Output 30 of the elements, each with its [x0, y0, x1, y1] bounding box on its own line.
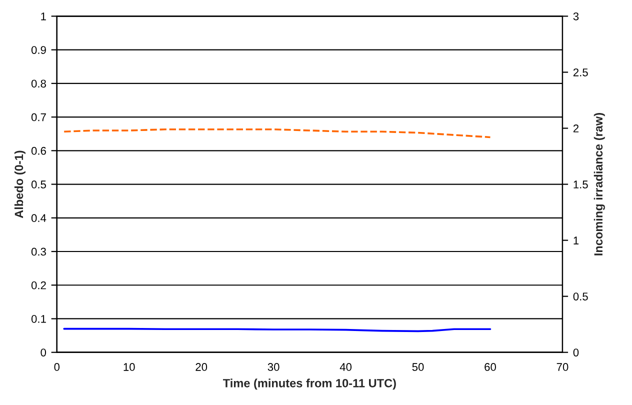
y2-tick-label: 0.5: [573, 292, 588, 300]
x-tick-label: 50: [412, 363, 424, 371]
x-tick-label: 20: [196, 363, 208, 371]
x-tick-label: 60: [484, 363, 496, 371]
y2-tick-label: 2: [573, 124, 579, 132]
y-axis-title: Albedo (0-1): [14, 150, 26, 218]
y2-tick-label: 0: [573, 348, 579, 356]
y2-tick-label: 2.5: [573, 68, 588, 76]
y-tick-label: 0.4: [31, 214, 46, 222]
y-tick-label: 0.3: [31, 248, 46, 256]
y2-axis-title: Incoming irradiance (raw): [594, 113, 605, 256]
y-tick-label: 0.1: [31, 315, 46, 323]
x-axis-title: Time (minutes from 10-11 UTC): [223, 378, 396, 390]
x-tick-label: 40: [340, 363, 352, 371]
y-tick-label: 0.2: [31, 281, 46, 290]
y-tick-label: 0.5: [31, 180, 46, 188]
y2-tick-label: 1.5: [574, 180, 588, 188]
y-tick-label: 1: [41, 12, 46, 20]
y-tick-label: 0.9: [31, 46, 46, 54]
x-tick-label: 0: [54, 363, 60, 371]
x-tick-label: 10: [124, 363, 135, 371]
y2-tick-label: 1: [574, 236, 579, 244]
y-tick-label: 0.8: [31, 80, 46, 88]
line-series: [63, 128, 492, 138]
y-tick-label: 0.6: [31, 146, 46, 155]
y2-tick-label: 3: [573, 12, 579, 20]
y-tick-label: 0.7: [31, 113, 46, 122]
y-tick-label: 0: [40, 348, 46, 356]
x-tick-label: 30: [268, 363, 280, 371]
x-tick-label: 70: [556, 363, 568, 371]
